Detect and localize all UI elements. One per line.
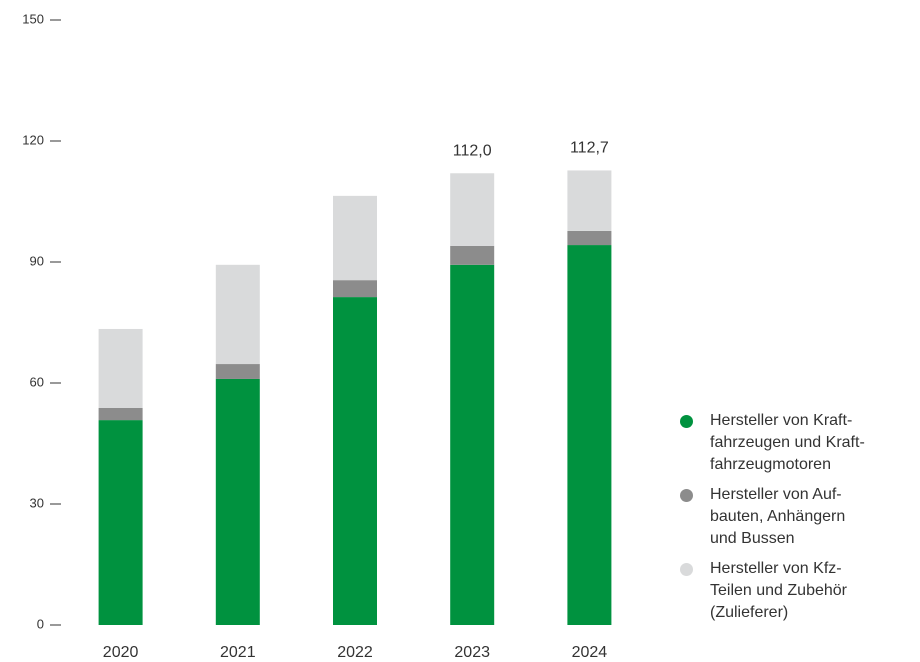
legend-marker [680,415,693,428]
y-tick-label: 90 [30,253,44,268]
x-tick-label: 2023 [454,644,490,661]
legend-item: Hersteller von Kraft- fahrzeugen und Kra… [678,410,918,476]
y-tick-label: 60 [30,374,44,389]
legend: Hersteller von Kraft- fahrzeugen und Kra… [678,410,918,632]
legend-label: Hersteller von Kraft- fahrzeugen und Kra… [710,412,865,473]
y-tick-label: 30 [30,495,44,510]
bar-segment [450,245,495,265]
bar-segment [567,170,612,231]
legend-item: Hersteller von Auf- bauten, Anhängern un… [678,484,918,550]
x-tick-label: 2020 [103,644,139,661]
legend-marker [680,489,693,502]
total-label: 112,7 [570,140,609,157]
bar-segment [333,297,377,625]
bar-segment [215,364,260,379]
x-tick-label: 2024 [572,644,608,661]
total-label: 112,0 [453,142,492,159]
bar-segment [215,378,260,625]
bar-segment [567,245,612,625]
legend-marker [680,563,693,576]
x-tick-label: 2021 [220,644,256,661]
legend-label: Hersteller von Kfz- Teilen und Zubehör (… [710,560,847,621]
bar-segment [450,173,495,246]
bar-segment [450,264,495,625]
legend-item: Hersteller von Kfz- Teilen und Zubehör (… [678,558,918,624]
bar-segment [98,420,143,625]
bar-segment [215,264,260,365]
bar-segment [98,328,143,409]
legend-label: Hersteller von Auf- bauten, Anhängern un… [710,486,846,547]
bar-segment [98,408,143,421]
x-tick-label: 2022 [337,644,373,661]
bar-segment [333,195,377,281]
y-tick-label: 0 [37,616,44,631]
y-tick-label: 150 [22,11,44,26]
bar-segment [333,280,377,298]
y-tick-label: 120 [22,132,44,147]
bar-segment [567,230,612,246]
